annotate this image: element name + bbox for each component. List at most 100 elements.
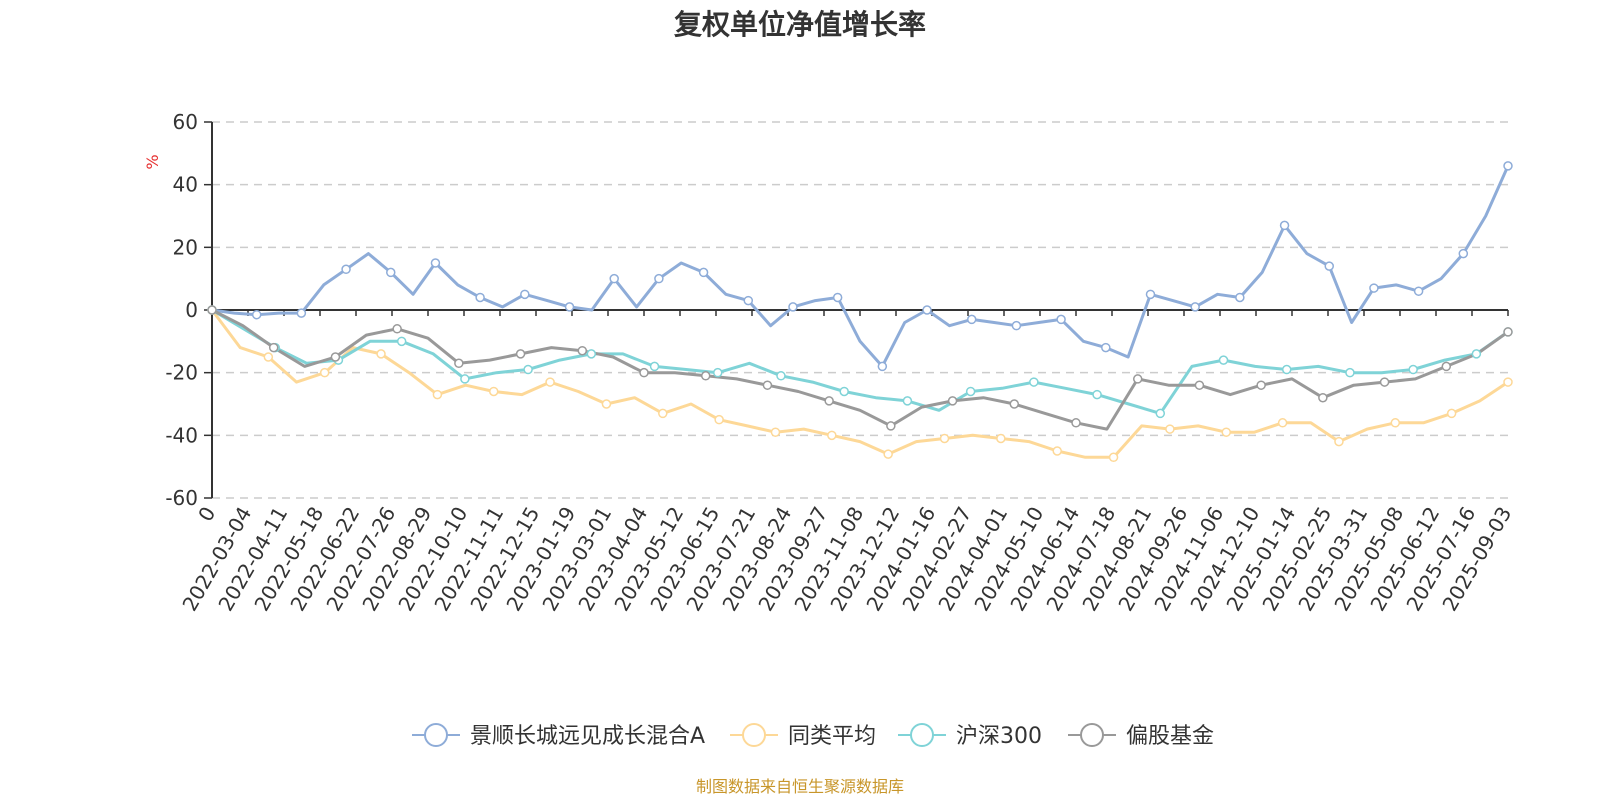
data-point [966, 314, 977, 325]
data-point [1011, 320, 1022, 331]
data-point [902, 396, 913, 406]
data-point [251, 309, 262, 320]
data-point [330, 352, 341, 362]
data-point [1190, 302, 1200, 312]
data-point [788, 302, 798, 312]
source-note: 制图数据来自恒生聚源数据库 [696, 777, 904, 796]
data-point [1446, 408, 1457, 419]
data-point [1029, 377, 1039, 387]
series-line-2 [210, 308, 1510, 415]
legend-label-2: 沪深300 [956, 724, 1042, 749]
data-point [1194, 380, 1205, 390]
data-point [762, 380, 773, 390]
data-point [430, 258, 441, 268]
data-point [1324, 261, 1334, 271]
data-point [609, 273, 619, 284]
y-tick-label: 40 [173, 173, 198, 197]
legend-label-1: 同类平均 [788, 724, 876, 749]
data-point [1408, 364, 1418, 375]
data-point [1334, 436, 1344, 447]
data-point [714, 414, 724, 425]
x-tick-label: 0 [193, 503, 220, 526]
data-point [475, 292, 485, 303]
legend-marker-1 [742, 723, 766, 747]
data-point [1256, 380, 1266, 390]
data-point [947, 396, 958, 406]
data-point [454, 358, 464, 369]
data-point [649, 361, 660, 372]
data-point [515, 349, 526, 359]
data-point [1369, 283, 1379, 293]
data-point [965, 386, 976, 397]
chart-title: 复权单位净值增长率 [674, 8, 926, 41]
data-point [545, 377, 555, 387]
data-point [263, 352, 274, 362]
series-line-0 [210, 164, 1510, 368]
series-markers [207, 161, 1513, 463]
legend: 景顺长城远见成长混合A 同类平均 沪深300 偏股基金 [412, 723, 1214, 749]
data-point [654, 273, 664, 284]
y-axis-unit: % [143, 154, 162, 169]
data-point [488, 386, 499, 397]
data-point [827, 430, 837, 441]
data-point [523, 364, 533, 375]
legend-marker-2 [910, 723, 934, 747]
data-point [319, 367, 330, 378]
data-point [376, 349, 386, 359]
data-point [1092, 389, 1102, 400]
data-point [586, 349, 597, 359]
y-tick-label: 0 [185, 298, 198, 322]
series-lines [210, 164, 1510, 459]
data-point [1471, 349, 1482, 359]
series-line-3 [210, 308, 1510, 431]
data-point [1441, 361, 1452, 372]
data-point [713, 367, 723, 378]
data-point [922, 305, 932, 315]
legend-marker-3 [1080, 723, 1104, 747]
data-point [1056, 314, 1066, 325]
data-point [1132, 374, 1143, 384]
data-point [832, 292, 843, 303]
data-point [939, 433, 950, 444]
data-point [296, 308, 307, 318]
data-point [698, 267, 709, 278]
data-point [1503, 377, 1513, 387]
data-point [396, 336, 407, 347]
data-point [1318, 392, 1328, 403]
data-point [1277, 418, 1288, 428]
data-point [1052, 446, 1062, 456]
y-tick-label: 20 [173, 235, 198, 259]
data-point [996, 433, 1006, 444]
data-point [601, 399, 612, 409]
data-point [1458, 248, 1469, 259]
data-point [1279, 220, 1290, 231]
y-tick-label: -60 [165, 486, 198, 510]
data-point [1413, 286, 1424, 296]
grid-lines [204, 121, 1508, 499]
data-point [207, 305, 217, 315]
legend-marker-0 [424, 723, 448, 747]
data-point [460, 374, 470, 384]
data-point [770, 427, 781, 437]
data-point [1379, 377, 1390, 387]
data-point [839, 386, 849, 397]
data-point [700, 371, 711, 381]
data-point [1503, 327, 1513, 337]
data-point [1145, 289, 1156, 300]
series-line-1 [210, 308, 1510, 459]
legend-label-0: 景顺长城远见成长混合A [470, 724, 705, 749]
data-point [1345, 367, 1355, 378]
data-point [1108, 452, 1119, 463]
data-point [776, 371, 786, 381]
data-point [1281, 364, 1292, 375]
data-point [639, 367, 649, 378]
data-point [268, 342, 279, 353]
y-tick-labels: 60 40 20 0 -20 -40 -60 [165, 110, 198, 510]
legend-label-3: 偏股基金 [1126, 724, 1214, 749]
data-point [1218, 355, 1229, 365]
data-point [520, 289, 530, 300]
y-tick-label: -40 [165, 423, 198, 447]
x-tick-labels: 02022-03-042022-04-112022-05-182022-06-2… [177, 503, 1516, 616]
